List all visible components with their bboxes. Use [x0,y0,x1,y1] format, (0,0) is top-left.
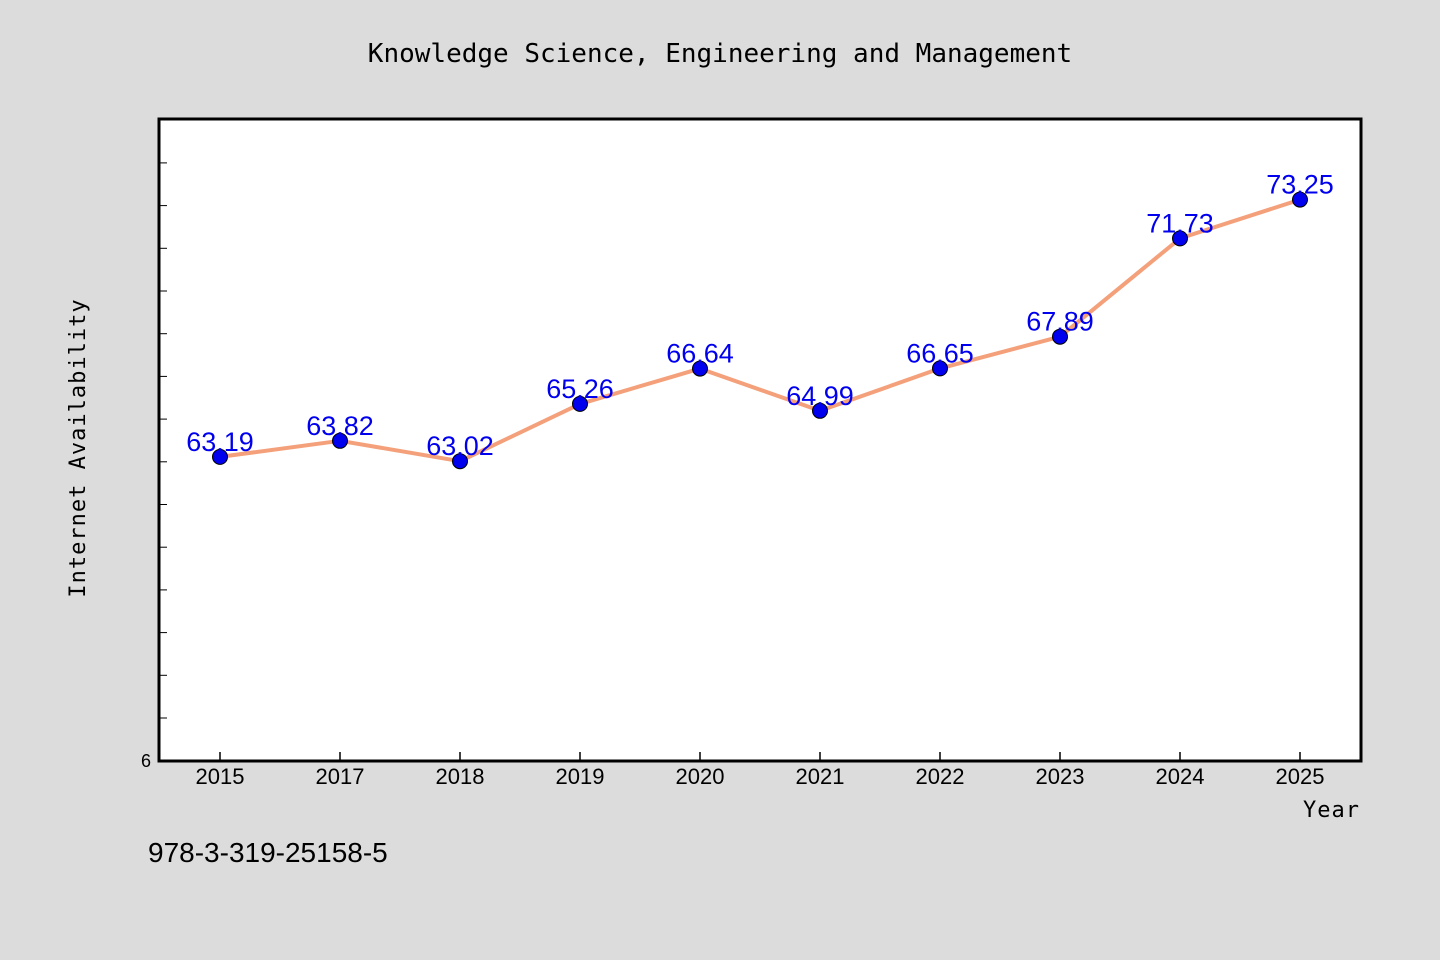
data-point [692,360,708,377]
data-label: 73.25 [1266,170,1334,200]
footer-isbn: 978-3-319-25158-5 [148,837,388,868]
x-tick-label: 2024 [1156,764,1205,789]
data-label: 66.65 [906,338,974,368]
data-label: 65.26 [546,374,614,404]
plot-area [157,117,1363,763]
data-label: 71.73 [1146,208,1214,238]
data-labels: 63.19 63.82 63.02 65.26 66.64 64.99 66.65 67.89… [186,170,1334,462]
y-axis-ticks [159,162,167,719]
x-tick-label: 2022 [916,764,965,789]
data-label: 67.89 [1026,307,1094,337]
x-tick-label: 2020 [676,764,725,789]
x-axis-label: Year [1303,798,1360,823]
x-tick-label: 2025 [1276,764,1325,789]
x-tick-label: 2023 [1036,764,1085,789]
x-tick-label: 2019 [556,764,605,789]
data-label: 64.99 [786,381,854,411]
x-tick-label: 2015 [196,764,245,789]
y-tick-label: 6 [141,751,151,771]
data-label: 63.82 [306,411,374,441]
chart-title: Knowledge Science, Engineering and Manag… [368,39,1072,69]
data-points [212,191,1308,470]
data-point [212,448,228,465]
x-tick-label: 2017 [316,764,365,789]
data-point [1172,230,1188,247]
data-label: 66.64 [666,339,734,369]
data-point [932,360,948,377]
x-tick-label: 2021 [796,764,845,789]
series-line [219,197,1301,464]
data-point [812,402,828,419]
data-label: 63.19 [186,427,254,457]
x-axis: 2015 2017 2018 2019 2020 2021 2022 2023 2024 2025 [196,752,1325,789]
data-point [1052,328,1068,345]
data-point [452,453,468,470]
series-polyline [219,197,1301,464]
x-tick-label: 2018 [436,764,485,789]
data-label: 63.02 [426,431,494,461]
data-point [572,395,588,412]
data-point [1292,191,1308,208]
data-point [332,432,348,449]
y-axis-label: Internet Availability [66,298,91,597]
